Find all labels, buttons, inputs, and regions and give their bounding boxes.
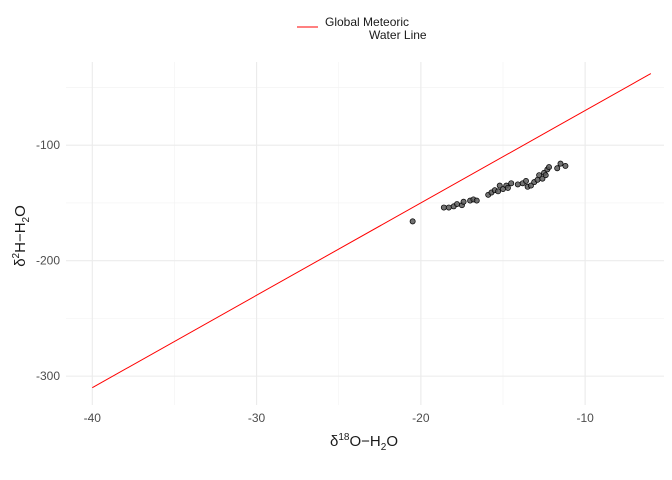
data-point xyxy=(445,204,452,211)
data-point xyxy=(440,204,447,211)
data-point xyxy=(473,197,480,204)
x-tick-label: -10 xyxy=(576,411,594,425)
data-point xyxy=(514,181,521,188)
data-point xyxy=(546,164,552,171)
y-axis-ticks: -300 -200 -100 xyxy=(36,138,60,383)
x-axis-title: δ18O−H2O xyxy=(330,432,398,453)
data-point xyxy=(562,162,569,169)
gmwl-line-series xyxy=(92,73,652,389)
y-tick-label: -200 xyxy=(36,254,60,268)
data-point xyxy=(504,184,511,191)
y-tick-label: -100 xyxy=(36,138,60,152)
data-point xyxy=(508,180,515,187)
legend-label-line2: Water Line xyxy=(369,28,427,42)
chart-legend: Global Meteoric Water Line xyxy=(297,15,427,42)
y-tick-label: -300 xyxy=(36,369,60,383)
data-point xyxy=(495,188,502,195)
x-tick-label: -40 xyxy=(84,411,102,425)
plot-grid xyxy=(66,62,664,405)
sample-points-series xyxy=(409,160,569,225)
data-point xyxy=(557,160,564,167)
x-axis-ticks: -40 -30 -20 -10 xyxy=(84,411,595,425)
x-tick-label: -30 xyxy=(248,411,266,425)
y-axis-title: δ2H−H2O xyxy=(11,205,32,267)
data-point xyxy=(409,218,416,225)
data-point xyxy=(542,172,549,179)
gmwl-line xyxy=(92,73,652,389)
data-point xyxy=(454,201,460,208)
legend-label-line1: Global Meteoric xyxy=(325,15,409,29)
x-tick-label: -20 xyxy=(412,411,430,425)
data-point xyxy=(460,198,467,205)
data-point xyxy=(523,178,529,184)
data-point xyxy=(554,165,561,172)
